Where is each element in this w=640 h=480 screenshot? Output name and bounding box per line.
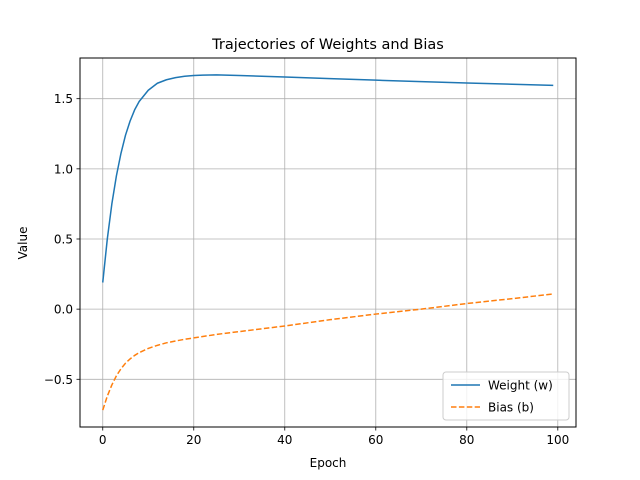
legend-label-bias: Bias (b) xyxy=(488,401,534,415)
x-tick-label: 20 xyxy=(186,433,201,447)
y-tick-label: 0.5 xyxy=(54,232,73,246)
x-tick-label: 40 xyxy=(277,433,292,447)
legend-box xyxy=(442,371,570,421)
plot-area-frame xyxy=(79,57,577,428)
legend: Weight (w) Bias (b) xyxy=(442,371,570,421)
y-tick-label: 1.5 xyxy=(54,92,73,106)
y-axis-label: Value xyxy=(16,227,30,260)
y-tick-label: 1.0 xyxy=(54,162,73,176)
bias-series-line xyxy=(102,293,554,411)
plot-series xyxy=(102,74,554,411)
x-tick-label: 80 xyxy=(459,433,474,447)
x-tick-label: 60 xyxy=(368,433,383,447)
x-tick-label: 100 xyxy=(546,433,569,447)
chart-title: Trajectories of Weights and Bias xyxy=(211,37,444,53)
y-tick-label: −0.5 xyxy=(44,373,73,387)
x-axis-label: Epoch xyxy=(310,456,347,470)
y-tick-label: 0.0 xyxy=(54,303,73,317)
axis-ticks: 0 20 40 60 80 100 −0.5 0.0 0.5 1.0 1.5 xyxy=(44,92,569,447)
grid-lines xyxy=(80,58,576,427)
weight-series-line xyxy=(102,74,554,283)
legend-label-weight: Weight (w) xyxy=(488,379,553,393)
x-tick-label: 0 xyxy=(99,433,107,447)
